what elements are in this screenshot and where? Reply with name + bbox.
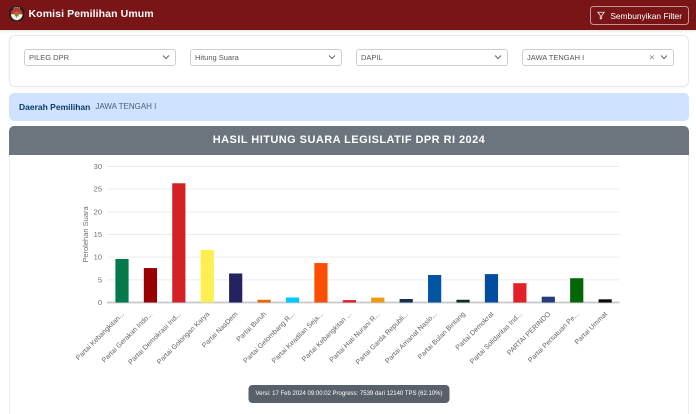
- svg-text:Partai Amanat Nasio...: Partai Amanat Nasio...: [384, 310, 438, 364]
- svg-text:Partai Persatuan Pe...: Partai Persatuan Pe...: [527, 310, 580, 363]
- svg-text:Partai Kebangkitan ...: Partai Kebangkitan ...: [301, 310, 353, 362]
- svg-text:Partai Kebangkitan...: Partai Kebangkitan...: [75, 310, 126, 361]
- svg-text:15: 15: [94, 229, 102, 238]
- svg-text:Partai Gerakan Indo...: Partai Gerakan Indo...: [101, 310, 154, 363]
- svg-text:5: 5: [98, 275, 102, 284]
- svg-text:Partai Bulan Bintang: Partai Bulan Bintang: [417, 310, 467, 360]
- svg-text:Partai Gelombang R...: Partai Gelombang R...: [243, 310, 297, 364]
- svg-text:25: 25: [94, 184, 102, 193]
- svg-text:10: 10: [94, 252, 102, 261]
- svg-text:30: 30: [94, 161, 102, 170]
- svg-text:Perolehan Suara: Perolehan Suara: [81, 205, 90, 262]
- svg-text:Partai Hati Nurani R...: Partai Hati Nurani R...: [329, 310, 382, 363]
- svg-text:Partai Keadilan Seja...: Partai Keadilan Seja...: [271, 310, 325, 364]
- svg-text:Partai Demokrasi Ind...: Partai Demokrasi Ind...: [127, 310, 182, 365]
- svg-text:Partai Golongan Karya: Partai Golongan Karya: [156, 310, 211, 365]
- svg-text:Partai Solidaritas Ind...: Partai Solidaritas Ind...: [469, 310, 524, 365]
- svg-text:20: 20: [94, 207, 102, 216]
- svg-text:Partai Garda Republi...: Partai Garda Republi...: [355, 310, 410, 365]
- svg-text:0: 0: [98, 298, 102, 307]
